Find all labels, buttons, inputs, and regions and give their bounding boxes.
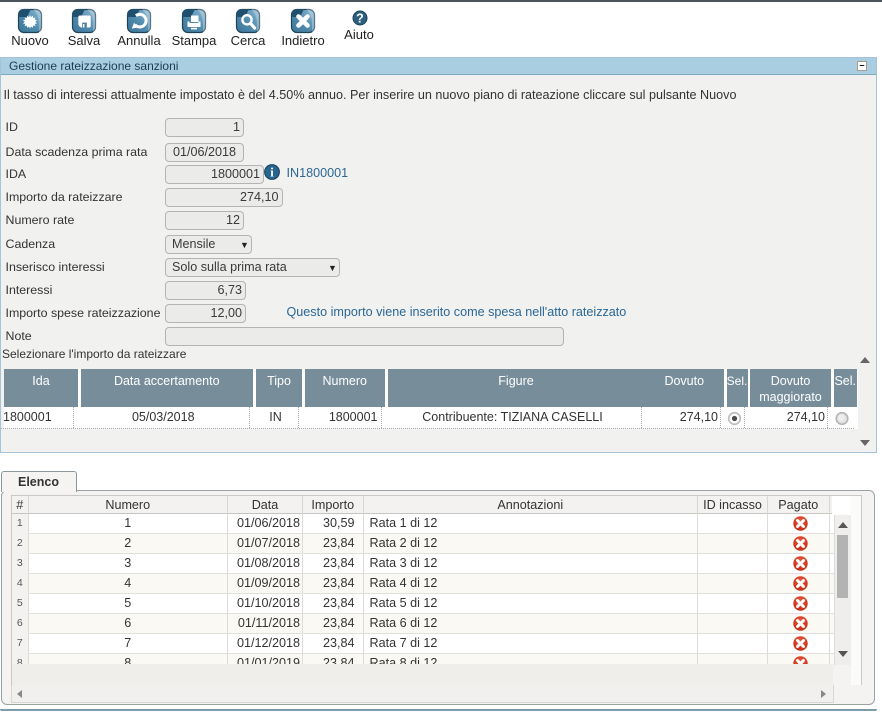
svg-text:?: ? — [356, 12, 364, 26]
svg-text:i: i — [270, 165, 274, 179]
